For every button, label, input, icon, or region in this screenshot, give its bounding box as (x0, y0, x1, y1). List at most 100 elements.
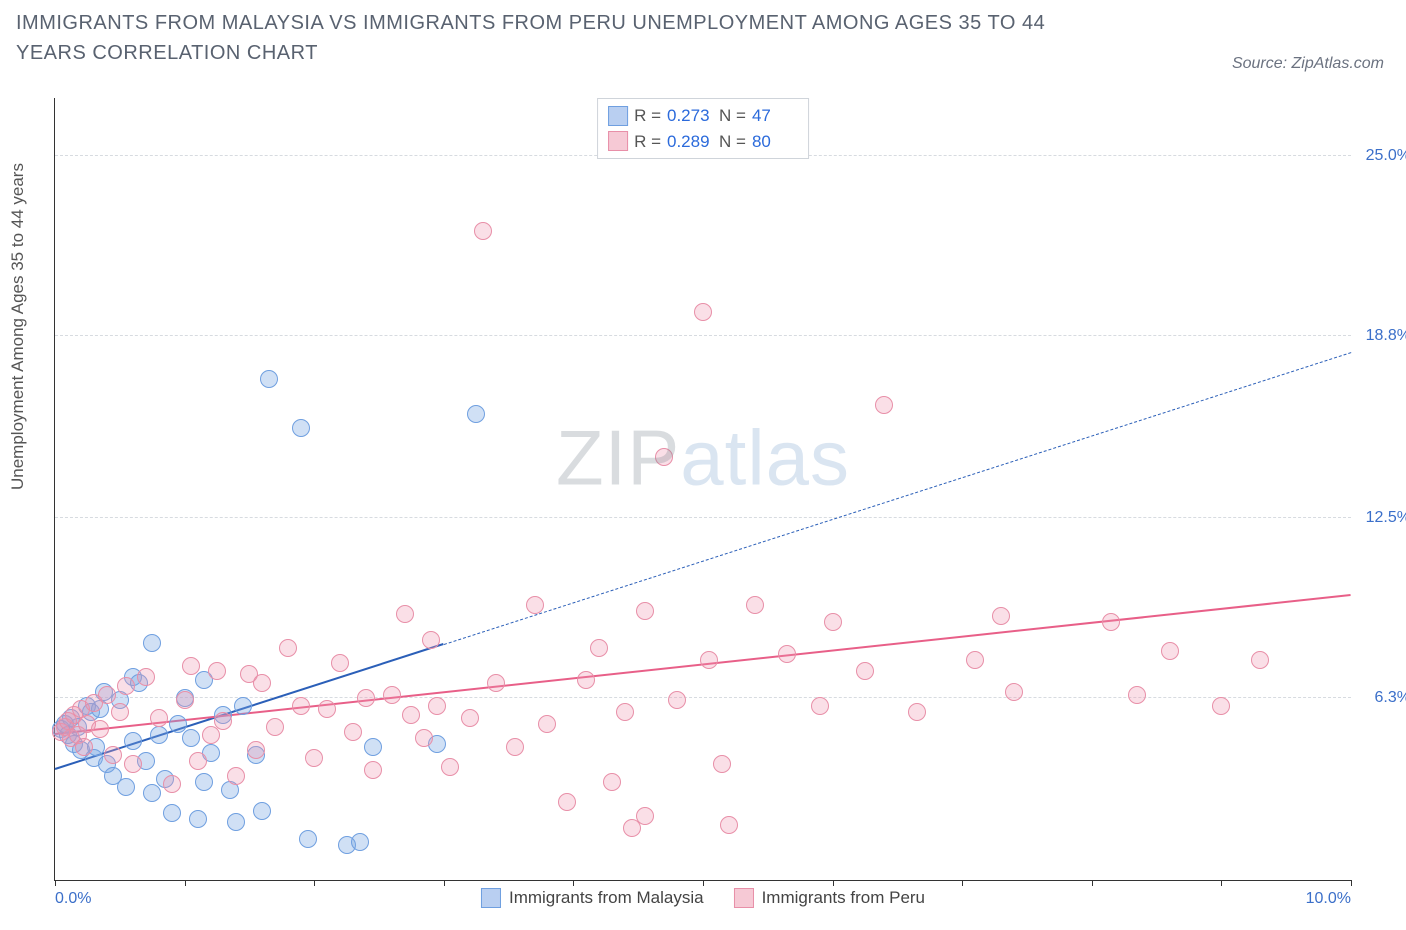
data-point-peru (1212, 697, 1230, 715)
data-point-peru (383, 686, 401, 704)
source-prefix: Source: (1232, 55, 1292, 72)
x-tick (185, 880, 186, 886)
data-point-peru (1251, 651, 1269, 669)
data-point-peru (506, 738, 524, 756)
data-point-peru (117, 677, 135, 695)
swatch-peru (734, 888, 754, 908)
r-value-malaysia: 0.273 (667, 103, 713, 129)
data-point-peru (694, 303, 712, 321)
data-point-peru (746, 596, 764, 614)
source-attribution: Source: ZipAtlas.com (1232, 55, 1384, 73)
stats-row-malaysia: R = 0.273 N = 47 (608, 103, 798, 129)
data-point-peru (824, 613, 842, 631)
y-tick-label: 18.8% (1356, 327, 1406, 345)
data-point-peru (778, 645, 796, 663)
legend-label-malaysia: Immigrants from Malaysia (509, 888, 704, 908)
chart-container: IMMIGRANTS FROM MALAYSIA VS IMMIGRANTS F… (0, 0, 1406, 930)
x-tick (314, 880, 315, 886)
source-name: ZipAtlas.com (1292, 55, 1384, 72)
data-point-peru (856, 662, 874, 680)
data-point-malaysia (195, 773, 213, 791)
data-point-malaysia (467, 405, 485, 423)
data-point-peru (124, 755, 142, 773)
data-point-peru (402, 706, 420, 724)
data-point-peru (720, 816, 738, 834)
data-point-peru (202, 726, 220, 744)
data-point-malaysia (260, 370, 278, 388)
stats-row-peru: R = 0.289 N = 80 (608, 129, 798, 155)
series-legend: Immigrants from Malaysia Immigrants from… (481, 888, 925, 908)
y-tick-label: 6.3% (1356, 689, 1406, 707)
data-point-peru (461, 709, 479, 727)
data-point-peru (558, 793, 576, 811)
data-point-peru (636, 602, 654, 620)
data-point-malaysia (182, 729, 200, 747)
plot-area: ZIPatlas R = 0.273 N = 47 R = 0.289 N = … (54, 98, 1351, 881)
x-tick (573, 880, 574, 886)
data-point-peru (91, 720, 109, 738)
data-point-malaysia (124, 732, 142, 750)
swatch-malaysia (608, 106, 628, 126)
x-tick (1351, 880, 1352, 886)
data-point-peru (1005, 683, 1023, 701)
data-point-peru (603, 773, 621, 791)
data-point-peru (208, 662, 226, 680)
data-point-malaysia (189, 810, 207, 828)
data-point-peru (150, 709, 168, 727)
data-point-peru (1161, 642, 1179, 660)
r-value-peru: 0.289 (667, 129, 713, 155)
data-point-peru (137, 668, 155, 686)
x-tick (703, 880, 704, 886)
y-axis-label: Unemployment Among Ages 35 to 44 years (8, 163, 28, 490)
data-point-peru (636, 807, 654, 825)
y-tick-label: 12.5% (1356, 509, 1406, 527)
legend-label-peru: Immigrants from Peru (762, 888, 925, 908)
data-point-malaysia (227, 813, 245, 831)
data-point-peru (811, 697, 829, 715)
stats-legend: R = 0.273 N = 47 R = 0.289 N = 80 (597, 98, 809, 159)
data-point-malaysia (292, 419, 310, 437)
data-point-malaysia (299, 830, 317, 848)
data-point-peru (396, 605, 414, 623)
data-point-peru (966, 651, 984, 669)
data-point-peru (214, 712, 232, 730)
data-point-peru (655, 448, 673, 466)
n-label: N = (719, 129, 746, 155)
data-point-peru (266, 718, 284, 736)
data-point-peru (318, 700, 336, 718)
data-point-peru (111, 703, 129, 721)
data-point-malaysia (117, 778, 135, 796)
x-tick (833, 880, 834, 886)
data-point-peru (700, 651, 718, 669)
data-point-peru (292, 697, 310, 715)
r-label: R = (634, 103, 661, 129)
data-point-peru (331, 654, 349, 672)
data-point-peru (992, 607, 1010, 625)
data-point-peru (428, 697, 446, 715)
data-point-peru (422, 631, 440, 649)
data-point-peru (163, 775, 181, 793)
n-value-peru: 80 (752, 129, 798, 155)
data-point-peru (176, 691, 194, 709)
gridline (55, 517, 1351, 518)
data-point-malaysia (253, 802, 271, 820)
data-point-peru (713, 755, 731, 773)
watermark: ZIPatlas (556, 412, 850, 503)
data-point-peru (538, 715, 556, 733)
data-point-peru (577, 671, 595, 689)
gridline (55, 335, 1351, 336)
x-tick (55, 880, 56, 886)
data-point-malaysia (169, 715, 187, 733)
x-tick (1092, 880, 1093, 886)
data-point-peru (364, 761, 382, 779)
data-point-malaysia (351, 833, 369, 851)
data-point-peru (253, 674, 271, 692)
data-point-peru (104, 746, 122, 764)
x-tick (444, 880, 445, 886)
x-tick (962, 880, 963, 886)
r-label: R = (634, 129, 661, 155)
data-point-peru (487, 674, 505, 692)
data-point-peru (441, 758, 459, 776)
data-point-peru (305, 749, 323, 767)
data-point-peru (1128, 686, 1146, 704)
